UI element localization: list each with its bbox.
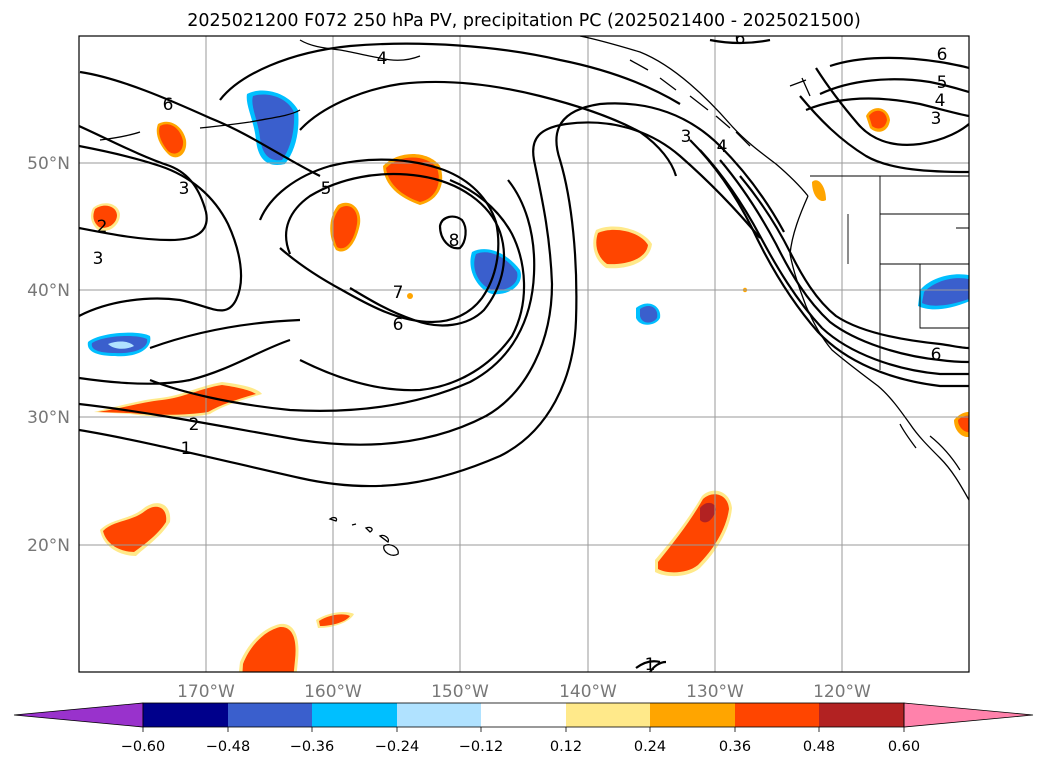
precip-anomaly-layer [87, 90, 969, 672]
contour-label: 1 [645, 655, 656, 675]
pv-contour-4 [79, 144, 243, 317]
pv-contour-5 [79, 70, 321, 242]
pv-contour-14 [739, 175, 969, 350]
negative-anomaly-alaska [246, 90, 299, 165]
contour-label: 5 [321, 179, 332, 199]
pv-contour-13 [815, 67, 969, 146]
pv-contour-15 [719, 159, 969, 364]
pv-contour-12 [805, 56, 969, 118]
colorbar-segment [735, 703, 819, 727]
longitude-labels: 170°W 160°W 150°W 140°W 130°W 120°W [177, 682, 871, 702]
colorbar-segment [397, 703, 481, 727]
contour-label: 6 [163, 95, 174, 115]
positive-anomaly-8 [238, 623, 299, 672]
colorbar-segment [819, 703, 904, 727]
positive-anomaly-7 [655, 490, 732, 577]
pv-contour-17 [689, 139, 969, 388]
colorbar-extend-low [13, 702, 144, 728]
lat-label-50: 50°N [27, 154, 70, 174]
contour-label: 2 [189, 415, 200, 435]
positive-anomaly-4 [593, 226, 652, 269]
colorbar-segment [143, 703, 228, 727]
pv-contour-16 [699, 149, 969, 376]
pv-contour-8 [258, 158, 500, 324]
colorbar-tick: 0.48 [803, 739, 835, 755]
contour-label: 4 [377, 49, 388, 69]
map-frame [78, 35, 970, 673]
contour-label: 1 [181, 439, 192, 459]
lat-label-40: 40°N [27, 281, 70, 301]
colorbar-tick: −0.48 [206, 739, 250, 755]
colorbar-tick: −0.12 [459, 739, 503, 755]
contour-label: 6 [931, 345, 942, 365]
negative-anomaly-east [918, 274, 969, 310]
colorbar-tick: 0.60 [888, 739, 920, 755]
coastlines [99, 36, 969, 556]
pv-contour-10 [219, 42, 681, 105]
colorbar: −0.60 −0.48 −0.36 −0.24 −0.12 0.12 0.24 … [13, 702, 1034, 755]
contour-label: 3 [93, 249, 104, 269]
contour-label: 6 [735, 29, 746, 49]
contour-label: 6 [937, 45, 948, 65]
lon-label-140w: 140°W [559, 682, 617, 702]
contour-label: 4 [717, 137, 728, 157]
pv-contour-3 [79, 179, 536, 412]
positive-anomaly-3 [90, 203, 120, 232]
colorbar-tick: 0.24 [634, 739, 666, 755]
colorbar-segment [228, 703, 312, 727]
negative-anomaly-small [636, 303, 661, 325]
lat-label-30: 30°N [27, 408, 70, 428]
contour-label: 3 [681, 127, 692, 147]
map-title: 2025021200 F072 250 hPa PV, precipitatio… [187, 11, 861, 31]
colorbar-segment [650, 703, 735, 727]
negative-anomaly-central [470, 249, 521, 295]
lon-label-170w: 170°W [177, 682, 235, 702]
lon-label-160w: 160°W [304, 682, 362, 702]
pv-contour-6 [149, 178, 526, 392]
pv-contour-19 [635, 660, 667, 672]
contour-label: 8 [449, 231, 460, 251]
pv-contour-20 [709, 38, 771, 45]
positive-anomaly-1 [330, 202, 361, 252]
contour-label: 3 [931, 109, 942, 129]
pv-contour-9 [299, 80, 678, 177]
colorbar-tick: −0.60 [121, 739, 165, 755]
latitude-labels: 50°N 40°N 30°N 20°N [27, 154, 70, 556]
colorbar-segment [312, 703, 397, 727]
positive-anomaly-2 [156, 121, 187, 158]
contour-label: 7 [393, 283, 404, 303]
positive-anomaly-12 [954, 411, 969, 437]
positive-anomaly-9 [316, 612, 354, 628]
pv-contours [79, 38, 969, 672]
colorbar-tick: −0.24 [375, 739, 419, 755]
lon-label-130w: 130°W [686, 682, 744, 702]
pv-contour-11 [438, 215, 467, 250]
pv-contour-18 [799, 95, 969, 174]
contour-label: 3 [179, 179, 190, 199]
colorbar-tick: 0.12 [550, 739, 582, 755]
colorbar-tick: −0.36 [290, 739, 334, 755]
pv-contour-labels: 6 4 3 5 2 3 8 7 6 2 1 4 3 6 5 4 3 6 1 6 [93, 29, 948, 675]
colorbar-segment [481, 703, 566, 727]
positive-anomaly-gulf [383, 154, 443, 205]
positive-anomaly-11 [812, 180, 826, 202]
colorbar-tick: 0.36 [719, 739, 751, 755]
pv-contour-1 [79, 102, 785, 488]
colorbar-segment [566, 703, 650, 727]
contour-label: 5 [937, 73, 948, 93]
contour-label: 2 [97, 217, 108, 237]
negative-anomaly-west [87, 332, 151, 357]
positive-anomaly-10 [866, 108, 890, 132]
contour-label: 6 [393, 315, 404, 335]
lat-label-20: 20°N [27, 536, 70, 556]
positive-anomaly-5 [94, 382, 262, 417]
pv-contour-2 [79, 121, 761, 446]
colorbar-extend-high [903, 702, 1034, 728]
positive-anomaly-6 [100, 503, 171, 556]
contour-label: 4 [935, 91, 946, 111]
map-area: 6 4 3 5 2 3 8 7 6 2 1 4 3 6 5 4 3 6 1 6 [79, 29, 969, 675]
lon-label-150w: 150°W [431, 682, 489, 702]
lon-label-120w: 120°W [813, 682, 871, 702]
